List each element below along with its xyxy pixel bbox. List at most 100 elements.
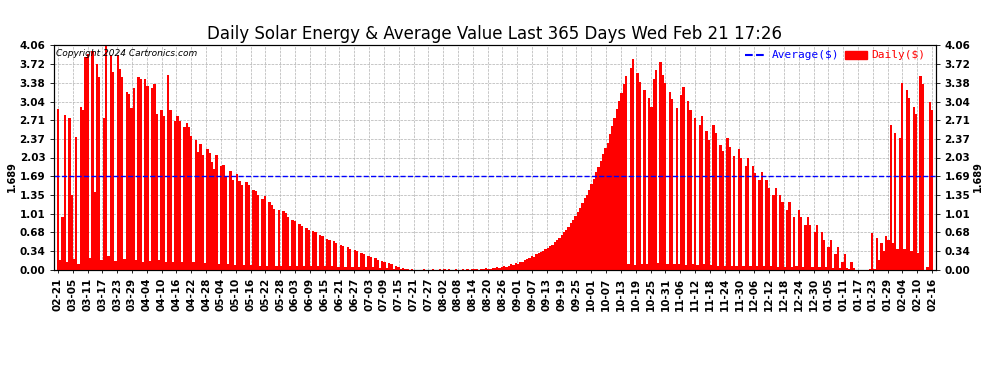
Bar bbox=[234, 265, 237, 270]
Bar bbox=[266, 266, 268, 270]
Bar bbox=[740, 158, 742, 270]
Bar bbox=[473, 269, 475, 270]
Bar bbox=[496, 267, 498, 270]
Bar bbox=[517, 264, 519, 270]
Bar bbox=[73, 259, 75, 270]
Bar bbox=[621, 93, 623, 270]
Bar bbox=[273, 209, 275, 270]
Bar bbox=[218, 264, 220, 270]
Bar bbox=[345, 267, 346, 270]
Bar bbox=[298, 224, 301, 270]
Bar bbox=[731, 266, 734, 270]
Bar bbox=[885, 236, 887, 270]
Bar bbox=[63, 115, 66, 270]
Bar bbox=[317, 266, 319, 270]
Bar bbox=[602, 154, 604, 270]
Bar bbox=[342, 246, 345, 270]
Bar bbox=[133, 88, 135, 270]
Bar bbox=[261, 199, 263, 270]
Bar bbox=[791, 267, 793, 270]
Bar bbox=[155, 114, 158, 270]
Bar bbox=[61, 217, 63, 270]
Bar bbox=[560, 235, 563, 270]
Bar bbox=[117, 55, 119, 270]
Bar bbox=[225, 177, 227, 270]
Bar bbox=[181, 262, 183, 270]
Bar bbox=[148, 261, 151, 270]
Bar bbox=[397, 267, 400, 270]
Bar bbox=[353, 250, 355, 270]
Bar bbox=[784, 267, 786, 270]
Bar bbox=[510, 264, 512, 270]
Bar bbox=[630, 68, 632, 270]
Bar bbox=[572, 220, 574, 270]
Bar bbox=[230, 171, 232, 270]
Bar bbox=[788, 202, 791, 270]
Bar bbox=[756, 266, 758, 270]
Bar bbox=[749, 266, 751, 270]
Bar bbox=[706, 132, 708, 270]
Bar bbox=[673, 264, 675, 270]
Bar bbox=[75, 137, 77, 270]
Bar bbox=[549, 246, 551, 270]
Bar bbox=[121, 77, 124, 270]
Bar bbox=[322, 236, 324, 270]
Bar bbox=[650, 106, 652, 270]
Bar bbox=[77, 264, 80, 270]
Bar bbox=[183, 127, 185, 270]
Bar bbox=[687, 101, 689, 270]
Bar bbox=[896, 249, 899, 270]
Bar bbox=[659, 62, 661, 270]
Bar bbox=[793, 217, 795, 270]
Bar bbox=[395, 266, 397, 270]
Bar bbox=[779, 195, 781, 270]
Bar bbox=[346, 247, 348, 270]
Bar bbox=[553, 242, 556, 270]
Bar bbox=[167, 75, 169, 270]
Bar bbox=[927, 267, 929, 270]
Bar bbox=[917, 254, 920, 270]
Bar bbox=[248, 185, 250, 270]
Bar bbox=[887, 240, 890, 270]
Bar bbox=[738, 149, 740, 270]
Bar bbox=[563, 232, 565, 270]
Text: 1.689: 1.689 bbox=[7, 161, 17, 192]
Bar bbox=[188, 127, 190, 270]
Bar bbox=[828, 247, 830, 270]
Bar bbox=[204, 263, 206, 270]
Bar bbox=[246, 183, 248, 270]
Bar bbox=[374, 258, 376, 270]
Bar bbox=[890, 125, 892, 270]
Bar bbox=[821, 232, 823, 270]
Bar bbox=[830, 240, 832, 270]
Bar bbox=[920, 76, 922, 270]
Bar bbox=[543, 251, 545, 270]
Bar bbox=[696, 265, 699, 270]
Bar bbox=[362, 255, 365, 270]
Bar bbox=[158, 260, 160, 270]
Bar bbox=[763, 266, 765, 270]
Bar bbox=[503, 266, 505, 270]
Bar bbox=[628, 264, 630, 270]
Bar bbox=[289, 266, 291, 270]
Bar bbox=[579, 208, 581, 270]
Bar bbox=[781, 202, 784, 270]
Bar bbox=[618, 101, 621, 270]
Bar bbox=[138, 77, 140, 270]
Bar bbox=[850, 262, 852, 270]
Bar bbox=[903, 249, 906, 270]
Bar bbox=[774, 188, 777, 270]
Bar bbox=[482, 269, 485, 270]
Bar bbox=[777, 267, 779, 270]
Bar bbox=[263, 196, 266, 270]
Bar bbox=[360, 254, 362, 270]
Bar bbox=[312, 231, 315, 270]
Bar bbox=[402, 268, 404, 270]
Bar bbox=[760, 172, 763, 270]
Bar bbox=[489, 269, 492, 270]
Bar bbox=[632, 59, 635, 270]
Bar bbox=[70, 195, 73, 270]
Bar bbox=[668, 92, 671, 270]
Bar bbox=[772, 195, 774, 270]
Bar bbox=[600, 161, 602, 270]
